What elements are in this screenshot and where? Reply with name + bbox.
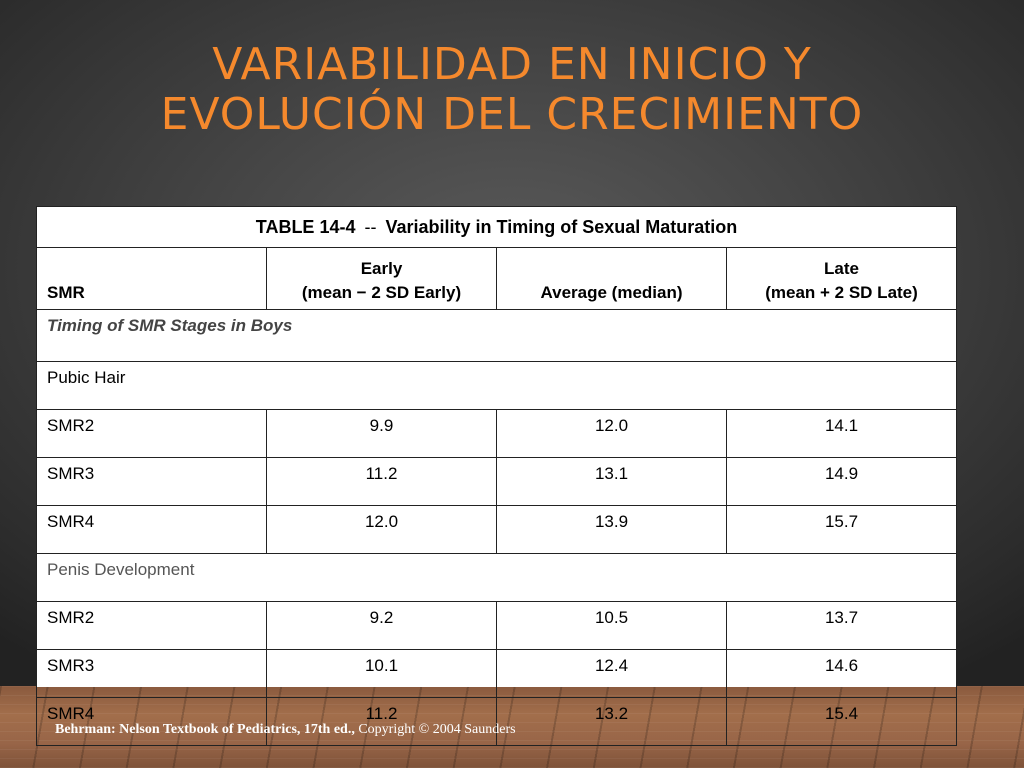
cell-smr: SMR4	[36, 697, 267, 746]
cell-average: 12.0	[496, 409, 727, 458]
table-caption-text: Variability in Timing of Sexual Maturati…	[385, 216, 738, 237]
cell-average: 10.5	[496, 601, 727, 650]
cell-early: 11.2	[266, 457, 497, 506]
cell-smr: SMR3	[36, 457, 267, 506]
cell-early: 9.9	[266, 409, 497, 458]
table-row: SMR2 9.2 10.5 13.7	[36, 601, 958, 650]
header-smr-label: SMR	[47, 283, 85, 302]
citation-copyright: Copyright © 2004 Saunders	[354, 722, 516, 737]
citation: Behrman: Nelson Textbook of Pediatrics, …	[55, 722, 516, 738]
header-late: Late (mean + 2 SD Late)	[725, 247, 958, 310]
group-label: Penis Development	[35, 553, 958, 602]
section-label: Timing of SMR Stages in Boys	[35, 309, 958, 362]
citation-source: Behrman: Nelson Textbook of Pediatrics, …	[55, 722, 355, 737]
table-row: SMR2 9.9 12.0 14.1	[36, 409, 958, 458]
slide-title-line-1: VARIABILIDAD EN INICIO Y	[212, 39, 812, 90]
group-row-pubic-hair: Pubic Hair	[35, 361, 958, 410]
maturation-table: TABLE 14-4 -- Variability in Timing of S…	[35, 206, 958, 746]
cell-smr: SMR3	[36, 649, 267, 698]
cell-average: 13.2	[496, 697, 727, 746]
header-smr: SMR	[36, 247, 267, 310]
table-caption-separator: --	[364, 216, 377, 237]
cell-late: 13.7	[725, 601, 958, 650]
header-average-label: Average (median)	[540, 283, 683, 302]
header-early: Early (mean − 2 SD Early)	[266, 247, 497, 310]
group-label: Pubic Hair	[35, 361, 958, 410]
header-late-line-1: Late	[824, 259, 859, 278]
slide-title: VARIABILIDAD EN INICIO Y EVOLUCIÓN DEL C…	[0, 40, 1024, 140]
cell-average: 12.4	[496, 649, 727, 698]
cell-early: 11.2	[266, 697, 497, 746]
group-row-penis-development: Penis Development	[35, 553, 958, 602]
header-early-line-1: Early	[360, 259, 403, 278]
table-caption: TABLE 14-4 -- Variability in Timing of S…	[35, 206, 958, 248]
cell-smr: SMR2	[36, 601, 267, 650]
cell-late: 14.6	[725, 649, 958, 698]
header-early-line-2: (mean − 2 SD Early)	[301, 283, 462, 302]
cell-average: 13.1	[496, 457, 727, 506]
table-row: SMR3 10.1 12.4 14.6	[36, 649, 958, 698]
table-row: SMR4 12.0 13.9 15.7	[36, 505, 958, 554]
cell-late: 14.9	[725, 457, 958, 506]
table-caption-row: TABLE 14-4 -- Variability in Timing of S…	[35, 206, 958, 248]
cell-late: 14.1	[725, 409, 958, 458]
section-row: Timing of SMR Stages in Boys	[35, 309, 958, 362]
cell-early: 9.2	[266, 601, 497, 650]
header-average: Average (median)	[496, 247, 727, 310]
cell-average: 13.9	[496, 505, 727, 554]
cell-smr: SMR2	[36, 409, 267, 458]
cell-smr: SMR4	[36, 505, 267, 554]
cell-late: 15.7	[725, 505, 958, 554]
header-late-line-2: (mean + 2 SD Late)	[765, 283, 918, 302]
slide-title-line-2: EVOLUCIÓN DEL CRECIMIENTO	[160, 89, 864, 140]
cell-early: 12.0	[266, 505, 497, 554]
cell-early: 10.1	[266, 649, 497, 698]
table-row: SMR3 11.2 13.1 14.9	[36, 457, 958, 506]
table-row: SMR4 11.2 13.2 15.4	[36, 697, 958, 746]
table-header-row: SMR Early (mean − 2 SD Early) Average (m…	[36, 247, 958, 310]
table-caption-id: TABLE 14-4	[255, 216, 356, 237]
cell-late: 15.4	[725, 697, 958, 746]
maturation-table-container: TABLE 14-4 -- Variability in Timing of S…	[35, 206, 958, 746]
